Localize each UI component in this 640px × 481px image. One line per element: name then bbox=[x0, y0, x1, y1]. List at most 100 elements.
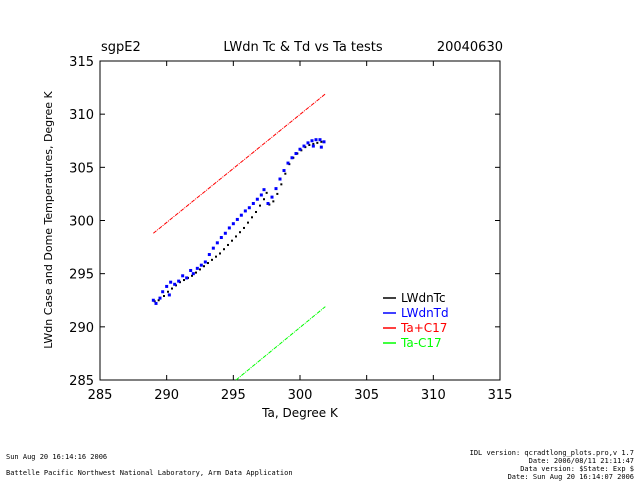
data-point bbox=[231, 222, 235, 226]
chart-title: LWdn Tc & Td vs Ta tests bbox=[223, 40, 383, 55]
x-axis-label: Ta, Degree K bbox=[261, 406, 339, 420]
data-point bbox=[320, 140, 323, 143]
chart-date: 20040630 bbox=[437, 40, 503, 55]
data-point bbox=[191, 274, 193, 277]
data-point bbox=[161, 290, 165, 294]
data-point bbox=[207, 262, 209, 265]
series-line bbox=[235, 306, 326, 381]
data-point bbox=[235, 235, 237, 238]
data-point bbox=[247, 221, 249, 224]
data-point bbox=[318, 138, 322, 142]
data-point bbox=[227, 226, 231, 230]
data-point bbox=[265, 191, 268, 194]
y-tick-label: 305 bbox=[69, 161, 94, 176]
data-point bbox=[199, 268, 201, 271]
y-tick-label: 310 bbox=[69, 108, 94, 123]
data-point bbox=[211, 246, 215, 250]
data-point bbox=[163, 294, 165, 297]
data-point bbox=[284, 172, 287, 175]
data-point bbox=[177, 279, 181, 283]
x-tick-label: 295 bbox=[221, 388, 246, 403]
data-point bbox=[183, 279, 185, 282]
x-tick-label: 300 bbox=[288, 388, 313, 403]
legend-label: LWdnTc bbox=[401, 291, 446, 305]
data-point bbox=[294, 152, 298, 156]
series-ta-c17 bbox=[235, 306, 326, 381]
y-tick-label: 295 bbox=[69, 268, 94, 283]
data-point bbox=[154, 301, 158, 305]
data-point bbox=[223, 248, 225, 251]
legend-label: Ta-C17 bbox=[400, 336, 442, 350]
data-point bbox=[259, 193, 263, 197]
data-point bbox=[278, 177, 282, 181]
footer-version-line: IDL version: qcradtlong_plots.pro,v 1.7 bbox=[469, 449, 634, 457]
data-point bbox=[243, 209, 247, 213]
series-lwdntc bbox=[153, 140, 325, 303]
data-point bbox=[311, 144, 315, 148]
data-point bbox=[286, 161, 290, 165]
data-point bbox=[185, 276, 189, 280]
footer-version-line: Date: 2006/08/11 21:11:47 bbox=[528, 457, 634, 465]
data-point bbox=[280, 183, 283, 186]
data-point bbox=[195, 266, 199, 270]
data-point bbox=[314, 138, 318, 142]
data-point bbox=[195, 271, 197, 274]
y-axis-label: LWdn Case and Dome Temperatures, Degree … bbox=[42, 91, 55, 349]
data-point bbox=[243, 226, 245, 229]
y-tick-labels: 285 290 295 300 305 310 315 bbox=[69, 55, 94, 389]
data-point bbox=[282, 169, 286, 173]
data-point bbox=[157, 299, 160, 302]
data-point bbox=[272, 200, 275, 203]
x-tick-labels: 285 290 295 300 305 310 315 bbox=[88, 388, 513, 403]
y-tick-label: 300 bbox=[69, 215, 94, 230]
footer-version-info: IDL version: qcradtlong_plots.pro,v 1.7 … bbox=[470, 449, 634, 481]
data-point bbox=[231, 239, 233, 242]
y-tick-label: 315 bbox=[69, 55, 94, 70]
x-tick-label: 290 bbox=[154, 388, 179, 403]
data-point bbox=[219, 252, 221, 255]
footer-version-line: Data version: $State: Exp $ bbox=[520, 465, 634, 473]
series-lwdntd bbox=[151, 138, 326, 305]
data-point bbox=[251, 216, 253, 219]
data-point bbox=[169, 280, 173, 284]
data-point bbox=[308, 144, 311, 147]
data-point bbox=[247, 206, 251, 210]
data-point bbox=[316, 141, 319, 144]
data-point bbox=[274, 187, 278, 191]
data-point bbox=[251, 201, 255, 205]
data-point bbox=[298, 147, 302, 151]
data-point bbox=[312, 142, 315, 145]
data-point bbox=[223, 231, 227, 235]
data-point bbox=[158, 296, 162, 300]
footer-version-line: Date: Sun Aug 20 16:14:07 2006 bbox=[507, 473, 634, 481]
data-point bbox=[199, 263, 203, 267]
data-point bbox=[167, 290, 169, 293]
x-tick-label: 305 bbox=[354, 388, 379, 403]
series-ta-c17 bbox=[153, 93, 326, 234]
data-point bbox=[215, 241, 219, 245]
footer-timestamp: Sun Aug 20 16:14:16 2006 bbox=[6, 453, 108, 461]
data-point bbox=[151, 298, 155, 302]
data-point bbox=[173, 282, 177, 286]
data-point bbox=[167, 293, 171, 297]
data-point bbox=[290, 156, 294, 160]
data-point bbox=[203, 260, 207, 264]
data-point bbox=[310, 139, 314, 143]
data-point bbox=[319, 145, 323, 149]
data-point bbox=[227, 243, 229, 246]
data-point bbox=[270, 195, 274, 199]
data-point bbox=[235, 217, 239, 221]
data-point bbox=[165, 284, 169, 288]
data-point bbox=[189, 268, 193, 272]
data-point bbox=[263, 198, 265, 201]
data-point bbox=[276, 192, 279, 195]
data-point bbox=[239, 231, 241, 234]
x-tick-label: 310 bbox=[421, 388, 446, 403]
legend-label: LWdnTd bbox=[401, 306, 449, 320]
data-point bbox=[306, 141, 310, 145]
series-line bbox=[153, 93, 326, 234]
axis-ticks bbox=[99, 60, 501, 381]
x-tick-label: 315 bbox=[488, 388, 513, 403]
